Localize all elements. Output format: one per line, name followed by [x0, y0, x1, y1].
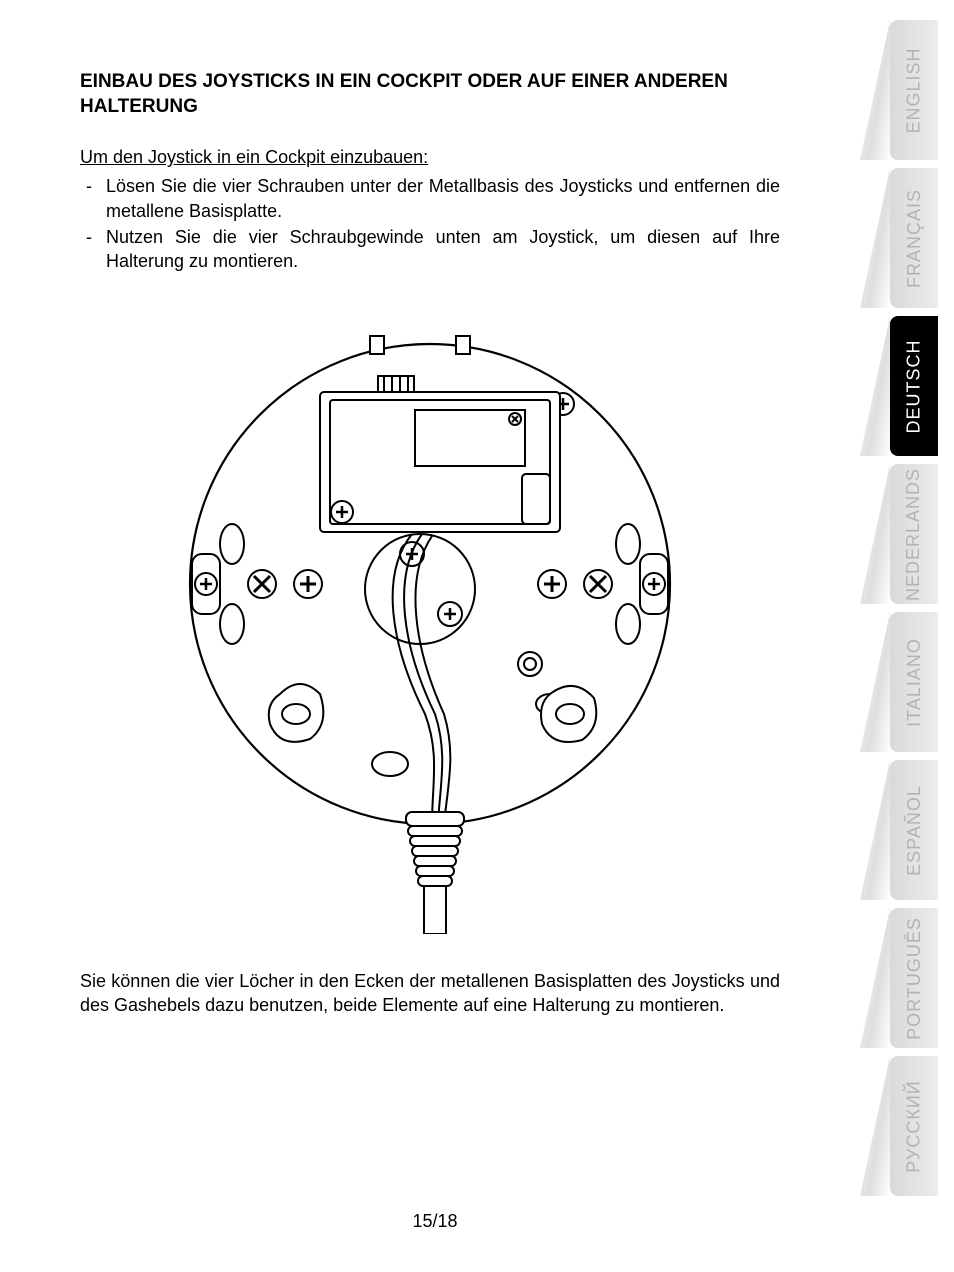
tab-portugues[interactable]: PORTUGUÊS	[890, 908, 938, 1048]
tab-english[interactable]: ENGLISH	[890, 20, 938, 160]
page-number: 15/18	[0, 1211, 870, 1232]
tab-italiano[interactable]: ITALIANO	[890, 612, 938, 752]
bottom-paragraph: Sie können die vier Löcher in den Ecken …	[80, 969, 780, 1018]
joystick-base-diagram	[80, 314, 780, 939]
tab-francais[interactable]: FRANÇAIS	[890, 168, 938, 308]
instruction-list: Lösen Sie die vier Schrauben unter der M…	[80, 174, 780, 273]
tab-deutsch[interactable]: DEUTSCH	[890, 316, 938, 456]
tab-label: ENGLISH	[904, 47, 925, 133]
list-item: Lösen Sie die vier Schrauben unter der M…	[80, 174, 780, 223]
tab-label: ITALIANO	[904, 638, 925, 727]
tab-russian[interactable]: РУССКИЙ	[890, 1056, 938, 1196]
tab-label: PORTUGUÊS	[904, 917, 925, 1040]
section-title: EINBAU DES JOYSTICKS IN EIN COCKPIT ODER…	[80, 70, 780, 119]
tab-label: DEUTSCH	[904, 339, 925, 433]
language-tabs: ENGLISH FRANÇAIS DEUTSCH NEDERLANDS ITAL…	[890, 20, 954, 1204]
tab-nederlands[interactable]: NEDERLANDS	[890, 464, 938, 604]
tab-espanol[interactable]: ESPAÑOL	[890, 760, 938, 900]
tab-label: РУССКИЙ	[904, 1080, 925, 1172]
sub-heading: Um den Joystick in ein Cockpit einzubaue…	[80, 147, 780, 168]
tab-label: FRANÇAIS	[904, 188, 925, 287]
tab-label: NEDERLANDS	[904, 467, 925, 600]
tab-label: ESPAÑOL	[904, 785, 925, 876]
list-item: Nutzen Sie die vier Schraubgewinde unten…	[80, 225, 780, 274]
